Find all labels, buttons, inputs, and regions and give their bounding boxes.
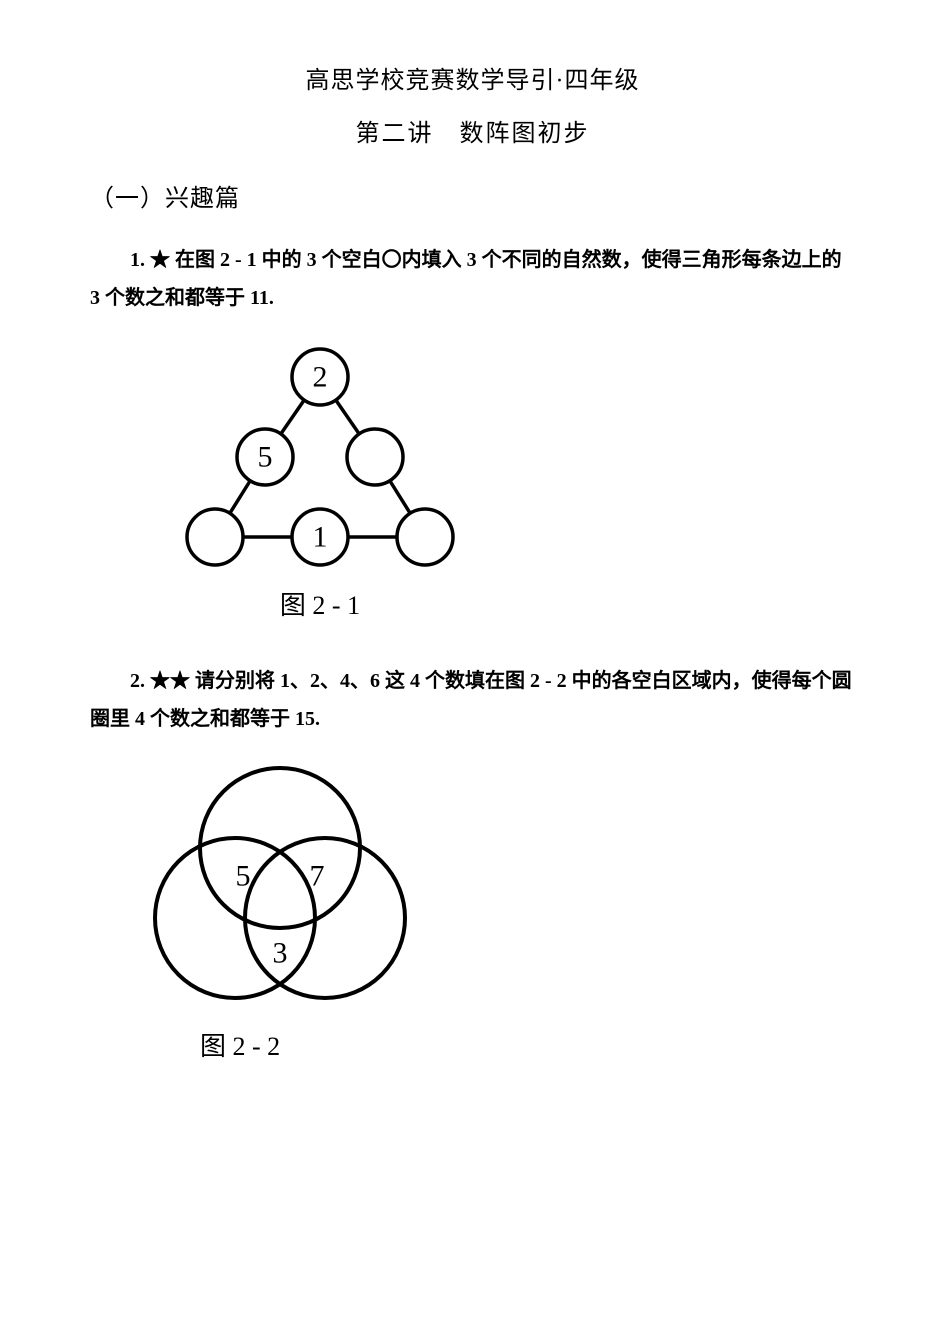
figure-2-1-caption: 图 2 - 1 [170, 585, 470, 622]
problem-1-text: 1. ★ 在图 2 - 1 中的 3 个空白〇内填入 3 个不同的自然数，使得三… [90, 241, 855, 317]
svg-text:2: 2 [313, 361, 328, 394]
problem-1-number: 1. [130, 249, 145, 271]
problem-1: 1. ★ 在图 2 - 1 中的 3 个空白〇内填入 3 个不同的自然数，使得三… [90, 241, 855, 317]
problem-2-number: 2. [130, 670, 145, 692]
svg-text:5: 5 [258, 441, 273, 474]
problem-2: 2. ★★ 请分别将 1、2、4、6 这 4 个数填在图 2 - 2 中的各空白… [90, 662, 855, 738]
figure-2-1: 2 5 1 图 2 - 1 [170, 337, 470, 622]
svg-text:3: 3 [273, 937, 288, 970]
figure-2-2-caption: 图 2 - 2 [200, 1026, 430, 1063]
figure-2-2-svg: 5 7 3 [130, 758, 430, 1018]
page-title-sub: 第二讲 数阵图初步 [90, 113, 855, 148]
section-heading: （一）兴趣篇 [90, 178, 855, 213]
figure-2-2: 5 7 3 图 2 - 2 [130, 758, 430, 1063]
problem-2-text: 2. ★★ 请分别将 1、2、4、6 这 4 个数填在图 2 - 2 中的各空白… [90, 662, 855, 738]
problem-1-stars: ★ [150, 249, 170, 271]
problem-2-body: 请分别将 1、2、4、6 这 4 个数填在图 2 - 2 中的各空白区域内，使得… [90, 670, 852, 730]
svg-text:5: 5 [236, 860, 251, 893]
problem-1-body: 在图 2 - 1 中的 3 个空白〇内填入 3 个不同的自然数，使得三角形每条边… [90, 249, 842, 309]
svg-text:1: 1 [313, 521, 328, 554]
problem-2-stars: ★★ [150, 670, 190, 692]
svg-text:7: 7 [310, 860, 325, 893]
page-title-main: 高思学校竞赛数学导引·四年级 [90, 60, 855, 95]
figure-2-1-svg: 2 5 1 [170, 337, 470, 577]
